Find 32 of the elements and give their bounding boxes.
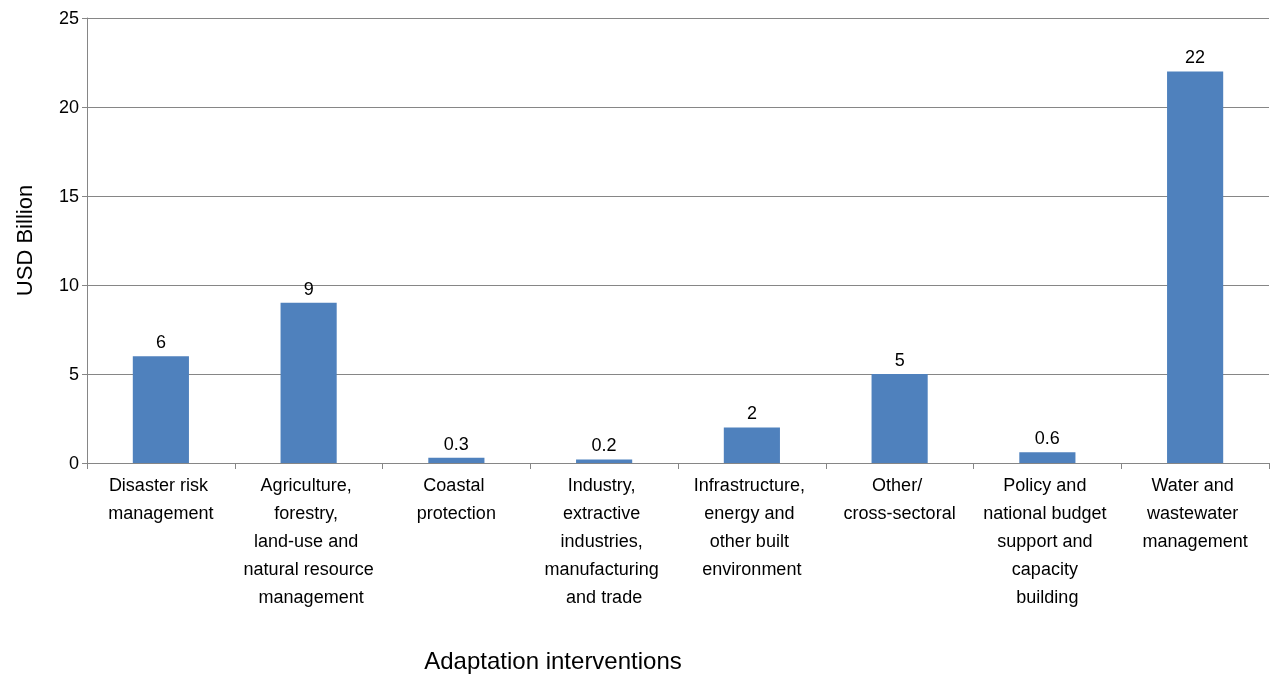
- x-tick-label: Infrastructure, energy and other built environment: [693, 475, 810, 579]
- data-label: 0.6: [1034, 428, 1060, 449]
- x-tick-label: Coastal protection: [416, 475, 496, 523]
- bar: [871, 374, 928, 463]
- y-tick-label: 25: [58, 8, 79, 28]
- data-label: 6: [155, 332, 166, 353]
- y-tick-label: 15: [58, 186, 79, 206]
- y-axis-title: USD Billion: [11, 184, 37, 297]
- data-label: 22: [1185, 47, 1206, 68]
- data-label: 0.2: [591, 435, 617, 456]
- x-tick-label: Agriculture, forestry, land-use and natural resource management: [243, 475, 374, 607]
- x-axis-title: Adaptation interventions: [424, 646, 682, 674]
- bar: [132, 356, 189, 463]
- bar: [428, 457, 485, 463]
- y-tick-label: 5: [68, 364, 79, 384]
- x-tick-label: Industry, extractive industries, manufacturing and trade: [544, 475, 664, 607]
- y-tick-label: 20: [58, 97, 79, 117]
- x-tick-label: Water and wastewater management: [1142, 475, 1248, 551]
- y-tick-label: 0: [68, 453, 79, 473]
- y-tick-label: 10: [58, 275, 79, 295]
- x-tick-label: Policy and national budget support and capacity building: [983, 475, 1112, 607]
- x-tick-label: Disaster risk management: [108, 475, 214, 523]
- data-label: 5: [894, 350, 905, 370]
- data-label: 0.3: [443, 433, 469, 454]
- data-label: 9: [303, 278, 314, 299]
- bar: [1019, 452, 1076, 463]
- bar: [1167, 71, 1224, 463]
- bar: [723, 427, 780, 463]
- x-tick-label: Other/ cross-sectoral: [843, 475, 956, 523]
- data-label: 2: [746, 403, 757, 424]
- bar: [280, 302, 337, 463]
- bar: [576, 459, 633, 463]
